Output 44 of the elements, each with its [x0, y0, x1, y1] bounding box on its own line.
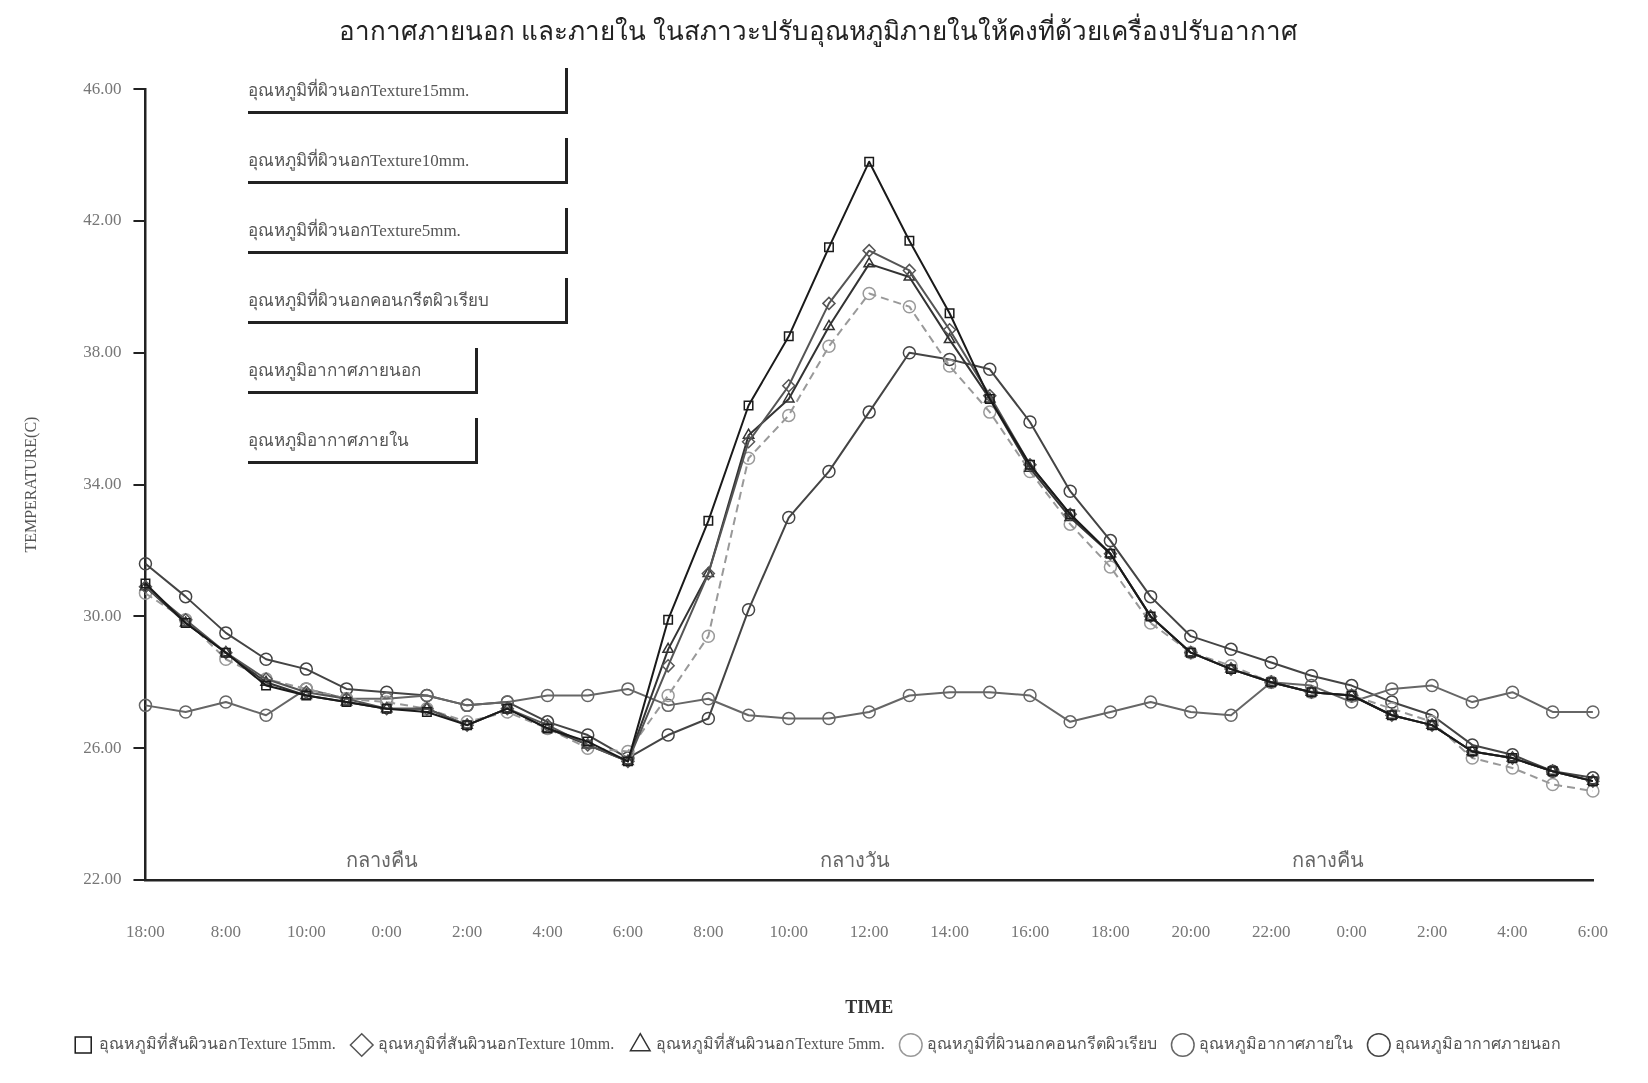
annotation: กลางคืน — [1291, 849, 1364, 872]
annotation: อุณหภูมิที่ผิวนอกคอนกรีตผิวเรียบ — [248, 287, 489, 313]
annotation: กลางวัน — [819, 849, 890, 872]
x-tick-label: 18:00 — [126, 921, 165, 941]
x-tick-label: 6:00 — [1577, 921, 1609, 941]
annotation: อุณหภูมิอากาศภายใน — [248, 429, 409, 453]
x-tick-label: 20:00 — [1171, 921, 1211, 941]
x-tick-label: 16:00 — [1010, 921, 1050, 941]
y-axis-title: TEMPERATURE(C) — [21, 416, 40, 553]
x-tick-label: 0:00 — [371, 921, 402, 941]
x-tick-label: 8:00 — [693, 921, 724, 941]
x-tick-label: 4:00 — [532, 921, 563, 941]
x-tick-label: 14:00 — [930, 921, 969, 941]
x-tick-label: 8:00 — [210, 921, 241, 941]
y-tick-label: 26.00 — [83, 737, 122, 757]
annotation: อุณหภูมิที่ผิวนอกTexture10mm. — [248, 147, 470, 173]
x-tick-label: 10:00 — [769, 921, 809, 941]
x-tick-label: 22:00 — [1251, 921, 1291, 941]
legend-label: อุณหภูมิที่สันผิวนอกTexture 5mm. — [656, 1032, 885, 1055]
y-tick-label: 30.00 — [83, 605, 122, 625]
annotation: กลางคืน — [345, 849, 418, 872]
legend-label: อุณหภูมิอากาศภายใน — [1198, 1034, 1353, 1055]
x-tick-label: 2:00 — [1416, 921, 1448, 941]
y-tick-label: 38.00 — [83, 342, 122, 362]
annotation: อุณหภูมิอากาศภายนอก — [248, 360, 421, 383]
y-tick-label: 46.00 — [83, 78, 122, 98]
x-tick-label: 10:00 — [286, 921, 326, 941]
legend-label: อุณหภูมิที่สันผิวนอกTexture 10mm. — [377, 1032, 615, 1055]
x-tick-label: 0:00 — [1336, 921, 1367, 941]
x-tick-label: 18:00 — [1091, 921, 1130, 941]
chart-title: อากาศภายนอก และภายใน ในสภาวะปรับอุณหภูมิภายในให้คงที่ด้วยเครื่องปรับอากาศ — [338, 13, 1298, 48]
legend-label: อุณหภูมิที่สันผิวนอกTexture 15mm. — [99, 1032, 336, 1055]
x-tick-label: 12:00 — [849, 921, 889, 941]
x-tick-label: 2:00 — [451, 921, 483, 941]
annotation: อุณหภูมิที่ผิวนอกTexture15mm. — [248, 77, 470, 103]
x-tick-label: 4:00 — [1497, 921, 1528, 941]
y-tick-label: 34.00 — [83, 474, 122, 494]
legend-label: อุณหภูมิที่ผิวนอกคอนกรีตผิวเรียบ — [926, 1032, 1157, 1055]
annotation: อุณหภูมิที่ผิวนอกTexture5mm. — [248, 217, 461, 243]
y-tick-label: 22.00 — [83, 869, 122, 889]
y-tick-label: 42.00 — [83, 210, 122, 230]
legend-label: อุณหภูมิอากาศภายนอก — [1394, 1035, 1561, 1055]
x-tick-label: 6:00 — [612, 921, 644, 941]
x-axis-title: TIME — [845, 996, 894, 1017]
